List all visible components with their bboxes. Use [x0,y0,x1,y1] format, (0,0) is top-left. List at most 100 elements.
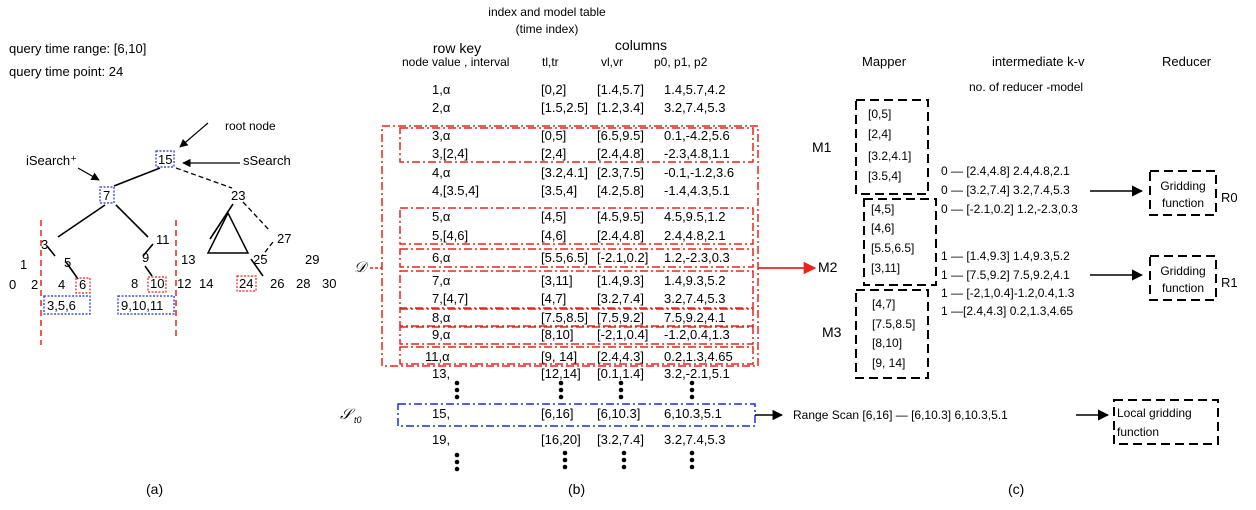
cell-p: 3.2,7.4,5.3 [664,291,725,306]
reducer-boxes [1113,170,1219,445]
tree-node: 13 [181,252,195,267]
root-node-arrow [179,122,209,148]
reducer-title: Reducer [1162,54,1212,69]
reducer-box-r1 [1149,255,1217,301]
cell-t: [6,16] [541,406,574,421]
r0-box-line2: function [1162,196,1204,210]
cell-key: 11,α [425,349,450,364]
tree-node: 14 [199,276,213,291]
cell-p: 6,10.3,5.1 [664,406,722,421]
cell-t: [4,7] [541,291,566,306]
ellipsis-dots [454,380,695,472]
cell-t: [4,5] [541,209,566,224]
cell-t: [12,14] [541,366,581,381]
query-time-point: query time point: 24 [9,64,123,79]
group-left-box [43,295,91,315]
mapper-item: [4,7] [872,297,895,311]
cell-p: 3.2,7.4,5.3 [664,100,725,115]
reducer-r0-label: R0 [1221,190,1238,205]
cell-key: 13, [432,366,450,381]
mapper-item: [0,5] [868,107,891,121]
partition-m1a [399,127,754,163]
cell-key: 4,α [432,165,451,180]
partition-boxes [381,125,759,367]
mapper-m2-label: M2 [818,259,838,275]
kv-lines: 0 — [2.4,4.8] 2.4,4.8,2.1 0 — [3.2,7.4] … [941,164,1078,318]
kv-line: 0 — [2.4,4.8] 2.4,4.8,2.1 [941,164,1070,178]
tree-node: 9 [142,250,149,265]
cell-v: [-2,1,0.4] [597,327,648,342]
tree-node: 11 [156,232,170,247]
cell-p: 1.4,9.3,5.2 [664,273,725,288]
table-rows: 1,α [0,2] [1.4,5.7] 1.4,5.7,4.2 2,α [1.5… [425,82,734,447]
cell-p: -2.3,4.8,1.1 [664,146,730,161]
kv-line: 1 — [1.4,9.3] 1.4,9.3,5.2 [941,249,1070,263]
tree-nodes: 15 7 23 3 11 27 5 9 13 25 29 1 0 2 4 6 8… [9,152,336,292]
cell-t: [4,6] [541,228,566,243]
kv-line: 1 —[2.4,4.3] 0.2,1.3,4.65 [941,304,1073,318]
tree-node: 26 [270,276,284,291]
d-label: 𝒟 [354,259,369,276]
cell-p: 3.2,-2.1,5.1 [664,366,730,381]
cell-t: [3,11] [541,273,573,288]
group-right-box [117,295,175,315]
caption-a: (a) [146,481,163,497]
header-node: node value , interval [402,55,509,69]
cell-key: 4,[3.5,4] [432,183,479,198]
mapper-title: Mapper [862,54,907,69]
partition-m2a [399,207,754,245]
cell-t: [1.5,2.5] [541,100,588,115]
cell-v: [-2.1,0.2] [597,250,648,265]
cell-key: 7,[4,7] [432,291,468,306]
tree-node: 12 [177,276,191,291]
caption-b: (b) [568,481,585,497]
r1-box-line1: Gridding [1160,264,1205,278]
mapper-item: [4,5] [871,202,894,216]
node7-box [99,186,115,204]
cell-t: [3.2,4.1] [541,165,588,180]
tree-node: 27 [277,231,291,246]
tree-edges [46,167,264,280]
mapper-boxes [855,99,937,379]
cell-v: [2.3,7.5] [597,165,644,180]
columns-label: columns [615,37,667,53]
root-node-box [155,150,175,168]
cell-v: [7.5,9.2] [597,310,644,325]
cell-p: 0.1,-4.2,5.6 [664,128,730,143]
cell-key: 3,[2,4] [432,146,468,161]
tree-node: 1 [20,257,27,272]
group-right-label: 9,10,11 [121,298,163,313]
mapper-item: [3.2,4.1] [868,149,911,163]
cell-p: -0.1,-1.2,3.6 [664,165,734,180]
cell-v: [2.4,4.3] [597,349,644,364]
cell-v: [4.5,9.5] [597,209,644,224]
cell-t: [5.5,6.5] [541,250,588,265]
cell-t: [2,4] [541,146,566,161]
node10-box [147,276,167,293]
kv-subtitle: no. of reducer -model [969,80,1083,94]
table-title: index and model table [488,5,606,19]
cell-p: 1.2,-2.3,0.3 [664,250,730,265]
mapper-item: [3.5,4] [868,169,901,183]
cell-key: 6,α [432,250,451,265]
kv-line: 0 — [-2.1,0.2] 1.2,-2.3,0.3 [941,202,1078,216]
ssearch-label: sSearch [243,153,291,168]
header-vl: vl,vr [601,55,623,69]
r0-box-line1: Gridding [1160,179,1205,193]
cell-v: [6,10.3] [597,406,640,421]
tree-node: 30 [322,276,336,291]
isearch-label: iSearch⁺ [26,153,77,168]
cell-p: -1.4,4.3,5.1 [664,183,730,198]
tree-node: 3 [41,237,48,252]
tree-node: 2 [31,277,38,292]
mapper-item: [3,11] [871,261,900,275]
cell-v: [1.2,3.4] [597,100,644,115]
cell-key: 19, [432,432,450,447]
cell-v: [1.4,5.7] [597,82,644,97]
cell-t: [8,10] [541,327,574,342]
s-subscript: t0 [354,415,362,425]
cell-v: [2.4,4.8] [597,228,644,243]
cell-t: [0,2] [541,82,566,97]
mapper-box-m2 [863,198,937,286]
